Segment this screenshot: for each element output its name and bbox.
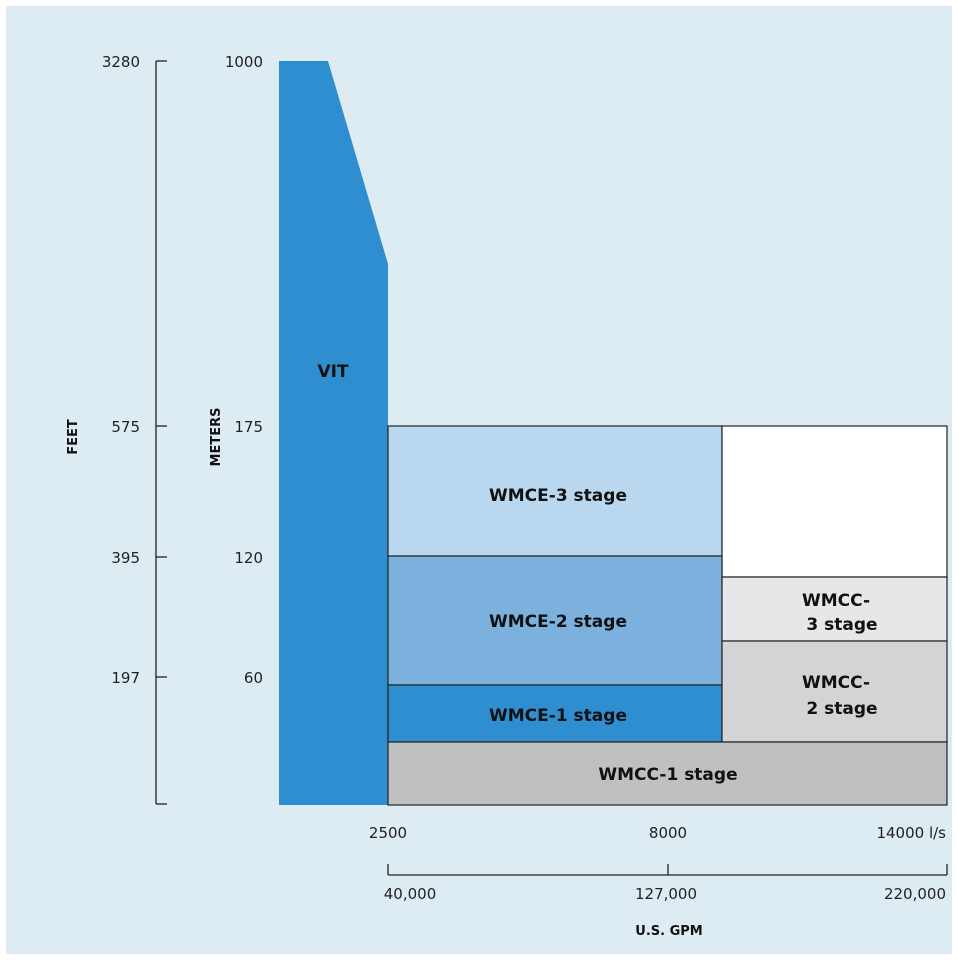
meters-tick-label-120: 120	[234, 549, 263, 567]
gpm-axis-title: U.S. GPM	[635, 924, 702, 939]
flow-ls-label-14000: 14000 l/s	[876, 824, 946, 842]
gpm-tick-label-40000: 40,000	[384, 885, 437, 903]
flow-ls-label-8000: 8000	[649, 824, 687, 842]
wmce3-region	[387, 425, 723, 557]
wmcc3-region	[721, 576, 948, 642]
meters-axis-title: METERS	[209, 408, 224, 467]
gpm-tick-label-220000: 220,000	[884, 885, 946, 903]
wmcc1-label: WMCC-1 stage	[598, 765, 737, 785]
feet-tick-label-3280: 3280	[102, 53, 140, 71]
wmcc3-label-line1: WMCC-	[802, 591, 870, 611]
wmce1-label: WMCE-1 stage	[489, 706, 627, 726]
flow-ls-label-2500: 2500	[369, 824, 407, 842]
feet-tick-label-395: 395	[111, 549, 140, 567]
wmcc2-label-line2: 2 stage	[806, 699, 877, 719]
gpm-tick-label-127000: 127,000	[635, 885, 697, 903]
wmce2-label: WMCE-2 stage	[489, 612, 627, 632]
meters-tick-label-175: 175	[234, 418, 263, 436]
meters-tick-label-60: 60	[244, 669, 263, 687]
meters-tick-label-1000: 1000	[225, 53, 263, 71]
feet-axis	[155, 60, 167, 805]
empty-region	[721, 425, 948, 578]
vit-label: VIT	[317, 362, 348, 382]
wmce2-region	[387, 555, 723, 686]
gpm-axis	[387, 864, 948, 876]
wmcc2-region	[721, 640, 948, 743]
wmce1-region	[387, 684, 723, 743]
wmce3-label: WMCE-3 stage	[489, 486, 627, 506]
wmcc3-label-line2: 3 stage	[806, 615, 877, 635]
feet-tick-label-575: 575	[111, 418, 140, 436]
feet-axis-title: FEET	[66, 419, 81, 455]
wmcc2-label-line1: WMCC-	[802, 673, 870, 693]
feet-tick-label-197: 197	[111, 669, 140, 687]
wmcc1-region	[387, 741, 948, 806]
vit-region	[279, 61, 388, 805]
